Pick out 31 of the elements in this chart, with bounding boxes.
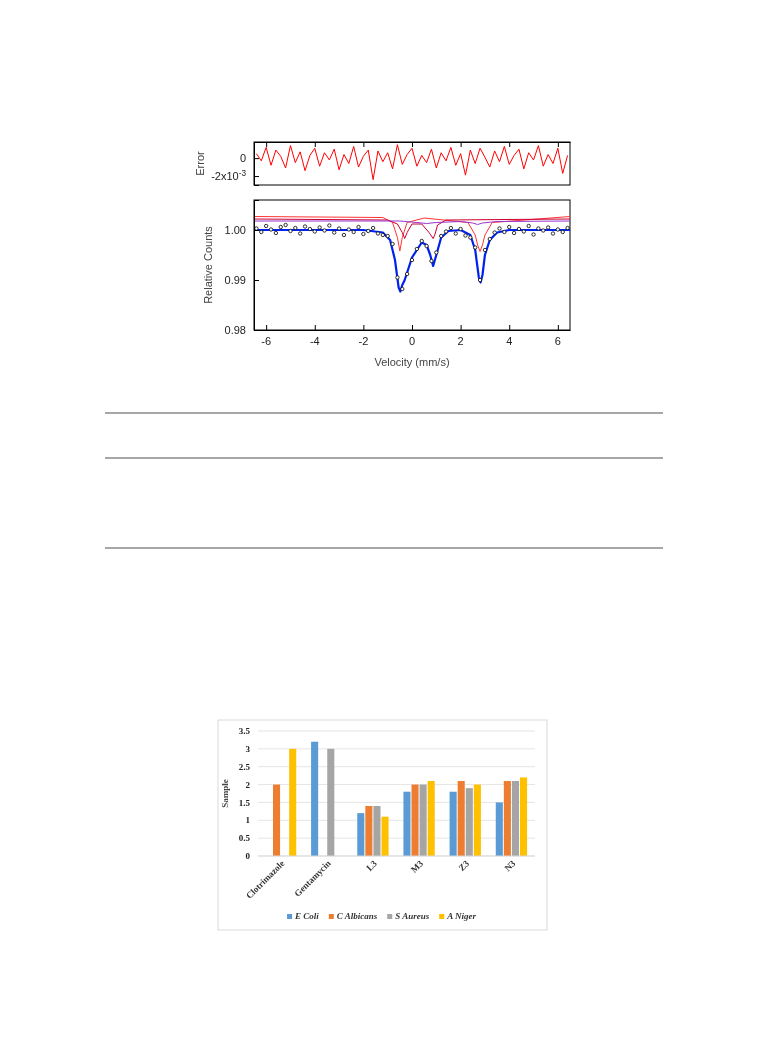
x-tick-label: 4 bbox=[506, 335, 513, 347]
x-tick-label: Z3 bbox=[456, 858, 472, 873]
x-tick-label: M3 bbox=[408, 857, 426, 875]
x-tick-label: -4 bbox=[309, 335, 320, 347]
y-tick-label: 1 bbox=[245, 815, 251, 826]
x-tick-label: -6 bbox=[261, 335, 272, 347]
y-axis-title: Error bbox=[194, 150, 206, 176]
y-axis-title: Relative Counts bbox=[202, 225, 214, 304]
y-axis-title: Sample bbox=[220, 779, 230, 808]
y-tick-label: 3.5 bbox=[238, 726, 251, 737]
y-tick-label: 2.5 bbox=[238, 761, 251, 772]
y-tick-label: 2 bbox=[245, 779, 251, 790]
y-tick-label: 0 bbox=[239, 151, 246, 164]
legend-label: A Niger bbox=[446, 911, 477, 921]
y-tick-label: -2x10$^{-3}$ bbox=[211, 168, 247, 182]
x-axis-title: Velocity (mm/s) bbox=[374, 356, 450, 368]
x-tick-label: -2 bbox=[358, 335, 369, 347]
y-tick-label: 0.99 bbox=[224, 273, 246, 286]
y-tick-label: 1.5 bbox=[238, 797, 251, 808]
y-tick-label: 0.98 bbox=[224, 323, 246, 336]
legend-label: S Aureus bbox=[395, 911, 430, 921]
x-tick-label: 6 bbox=[554, 335, 561, 347]
x-tick-label: L3 bbox=[364, 858, 380, 873]
x-tick-label: 2 bbox=[457, 335, 464, 347]
y-tick-label: 0.5 bbox=[238, 833, 251, 844]
x-tick-label: N3 bbox=[502, 857, 518, 874]
x-tick-label: 0 bbox=[408, 335, 416, 347]
y-tick-label: 1.00 bbox=[224, 223, 246, 236]
legend-label: C Albicans bbox=[336, 911, 378, 921]
y-tick-label: 3 bbox=[245, 744, 251, 755]
legend-label: E Coli bbox=[294, 911, 320, 921]
